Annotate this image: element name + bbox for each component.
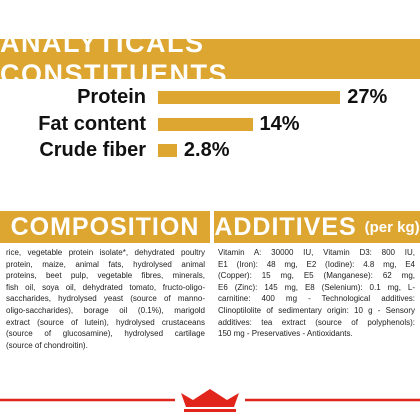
text-line: extract (source of lutein), hydrolysed c…	[6, 317, 205, 327]
text-line: oligo-saccharides), borage oil (0.1%), m…	[6, 305, 205, 315]
text-line: (source of chondroitin).	[6, 340, 88, 350]
text-line: protein, maize, animal fats, hydrolysed …	[6, 259, 205, 269]
composition-text: rice, vegetable protein isolate*, dehydr…	[6, 247, 205, 351]
text-line: 150 mg - Preservatives - Antioxidants.	[218, 329, 353, 339]
text-line: (Copper): 15 mg, E5 (Manganese): 62 mg,	[218, 271, 415, 281]
category-label: Protein	[77, 86, 146, 108]
text-line: (source of glucosamine), hydrolysed cart…	[6, 329, 205, 339]
analytics-title: ANALYTICALS CONSTITUENTS	[0, 28, 229, 89]
analytics-banner: ANALYTICALS CONSTITUENTS	[0, 28, 420, 89]
bar	[158, 91, 341, 104]
composition-title: COMPOSITION	[10, 212, 200, 241]
text-line: E6 (Zinc): 145 mg, E8 (Selenium): 0.1 mg…	[218, 282, 415, 292]
additives-banner: ADDITIVES (per kg)	[214, 211, 420, 243]
text-line: carnitine: 400 mg - Technological additi…	[218, 294, 415, 304]
value-label: 27%	[347, 86, 388, 108]
footer-logo	[0, 389, 420, 412]
bar	[158, 144, 177, 157]
composition-banner: COMPOSITION	[0, 211, 210, 243]
text-line: rice, vegetable protein isolate*, dehydr…	[6, 248, 205, 257]
bar	[158, 117, 253, 131]
value-label: 14%	[259, 112, 300, 135]
category-label: Crude fiber	[39, 139, 146, 161]
text-line: Clinoptilolite of sedimentary origin: 10…	[218, 305, 415, 315]
text-line: fish oil, soya oil, dehydrated tomato, f…	[6, 282, 205, 292]
text-line: E1 (Iron): 48 mg, E2 (Iodine): 4.8 mg, E…	[218, 259, 415, 269]
text-line: proteins, beet pulp, vegetable fibres, m…	[6, 271, 205, 281]
value-label: 2.8%	[183, 139, 230, 161]
text-line: Vitamin A: 30000 IU, Vitamin D3: 800 IU,	[218, 248, 415, 257]
category-label: Fat content	[38, 112, 146, 135]
additives-text: Vitamin A: 30000 IU, Vitamin D3: 800 IU,…	[218, 247, 415, 340]
text-line: additives: tea extract (source of polyph…	[218, 317, 415, 327]
additives-unit: (per kg)	[364, 218, 420, 236]
additives-title: ADDITIVES	[214, 212, 357, 241]
text-line: saccharides, hydrolysed yeast (source of…	[6, 294, 205, 304]
